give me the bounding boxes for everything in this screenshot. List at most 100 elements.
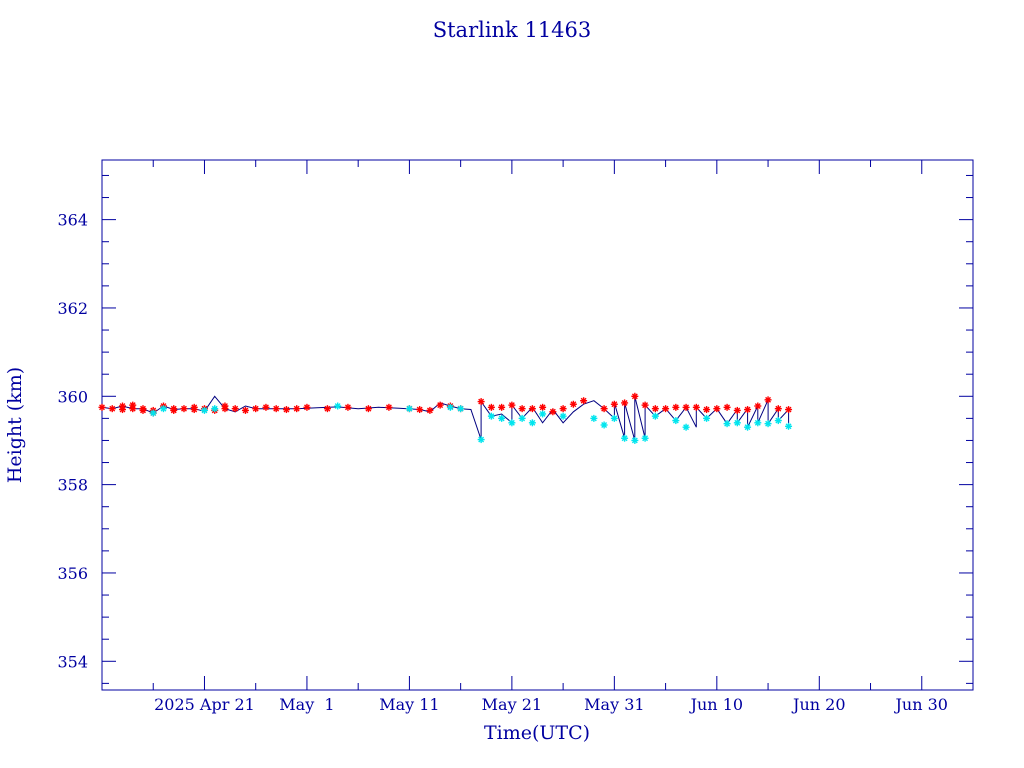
- red-star-marker: [221, 402, 229, 410]
- cyan-star-marker: [672, 417, 680, 425]
- red-star-marker: [303, 403, 311, 411]
- x-tick-label: 2025 Apr 21: [154, 695, 255, 714]
- red-star-marker: [682, 403, 690, 411]
- cyan-star-marker: [559, 412, 567, 420]
- red-star-marker: [774, 405, 782, 413]
- cyan-star-marker: [723, 420, 731, 428]
- chart-title: Starlink 11463: [433, 18, 592, 42]
- cyan-star-marker: [621, 434, 629, 442]
- cyan-star-marker: [457, 405, 465, 413]
- cyan-star-marker: [200, 406, 208, 414]
- red-star-marker: [364, 405, 372, 413]
- cyan-star-marker: [528, 419, 536, 427]
- red-star-marker: [559, 405, 567, 413]
- cyan-star-marker: [600, 421, 608, 429]
- cyan-star-marker: [149, 409, 157, 417]
- x-tick-label: Jun 30: [894, 695, 948, 714]
- red-star-marker: [733, 406, 741, 414]
- cyan-star-marker: [754, 419, 762, 427]
- cyan-star-marker: [774, 417, 782, 425]
- red-star-marker: [549, 408, 557, 416]
- height-series-line: [101, 395, 790, 441]
- x-tick-label: May 31: [584, 695, 644, 714]
- red-star-marker: [580, 397, 588, 405]
- red-star-marker: [344, 403, 352, 411]
- x-tick-label: May 1: [279, 695, 334, 714]
- red-star-marker: [323, 405, 331, 413]
- cyan-star-marker: [487, 412, 495, 420]
- cyan-star-marker: [508, 419, 516, 427]
- cyan-star-marker: [641, 434, 649, 442]
- y-tick-label: 358: [57, 476, 88, 495]
- red-star-marker: [108, 405, 116, 413]
- x-tick-label: Jun 10: [689, 695, 743, 714]
- x-axis-label: Time(UTC): [484, 722, 590, 744]
- red-star-marker: [241, 406, 249, 414]
- red-star-marker: [662, 405, 670, 413]
- red-star-marker: [621, 399, 629, 407]
- red-star-marker: [98, 403, 106, 411]
- red-star-marker: [754, 402, 762, 410]
- cyan-star-marker: [703, 414, 711, 422]
- red-star-marker: [508, 401, 516, 409]
- cyan-star-marker: [334, 402, 342, 410]
- red-star-marker: [293, 405, 301, 413]
- height-line: [101, 395, 790, 441]
- red-star-marker: [170, 406, 178, 414]
- red-star-marker: [436, 401, 444, 409]
- x-axis: 2025 Apr 21 May 1 May 11 May 21 May 31 Jun 10…: [101, 160, 974, 714]
- cyan-star-marker: [498, 414, 506, 422]
- plot-frame: [101, 159, 974, 691]
- red-star-marker: [631, 392, 639, 400]
- red-star-marker: [118, 406, 126, 414]
- red-star-marker: [416, 406, 424, 414]
- red-star-marker: [600, 405, 608, 413]
- red-star-marker: [272, 405, 280, 413]
- cyan-star-marker: [405, 405, 413, 413]
- y-tick-label: 354: [57, 652, 88, 671]
- cyan-star-marker: [539, 410, 547, 418]
- cyan-star-marker: [518, 414, 526, 422]
- red-star-marker: [252, 405, 260, 413]
- x-tick-label: May 11: [379, 695, 439, 714]
- red-star-marker: [651, 405, 659, 413]
- cyan-star-marker: [785, 422, 793, 430]
- red-star-marker: [539, 403, 547, 411]
- red-star-marker: [785, 406, 793, 414]
- red-star-marker: [487, 403, 495, 411]
- red-star-marker: [180, 405, 188, 413]
- cyan-star-marker: [651, 412, 659, 420]
- cyan-star-marker: [446, 403, 454, 411]
- red-star-marker: [231, 405, 239, 413]
- red-star-marker: [190, 406, 198, 414]
- red-star-marker: [703, 406, 711, 414]
- x-tick-label: Jun 20: [791, 695, 845, 714]
- red-star-marker: [641, 401, 649, 409]
- red-star-marker: [129, 401, 137, 409]
- red-star-marker: [713, 405, 721, 413]
- red-star-marker: [569, 400, 577, 408]
- cyan-star-marker: [733, 419, 741, 427]
- red-star-marker: [518, 405, 526, 413]
- height-markers: [98, 392, 793, 444]
- red-star-marker: [385, 403, 393, 411]
- y-axis-label: Height (km): [4, 367, 26, 483]
- cyan-star-marker: [744, 423, 752, 431]
- red-star-marker: [744, 406, 752, 414]
- cyan-star-marker: [477, 436, 485, 444]
- y-tick-label: 362: [57, 299, 88, 318]
- red-star-marker: [139, 406, 147, 414]
- y-tick-label: 364: [57, 211, 88, 230]
- y-tick-label: 360: [57, 387, 88, 406]
- red-star-marker: [498, 403, 506, 411]
- x-tick-label: May 21: [482, 695, 542, 714]
- cyan-star-marker: [590, 414, 598, 422]
- y-tick-label: 356: [57, 564, 88, 583]
- y-axis: 354 356 358 360 362 364: [57, 174, 973, 684]
- red-star-marker: [610, 400, 618, 408]
- cyan-star-marker: [610, 414, 618, 422]
- cyan-star-marker: [682, 423, 690, 431]
- cyan-star-marker: [159, 405, 167, 413]
- cyan-star-marker: [764, 420, 772, 428]
